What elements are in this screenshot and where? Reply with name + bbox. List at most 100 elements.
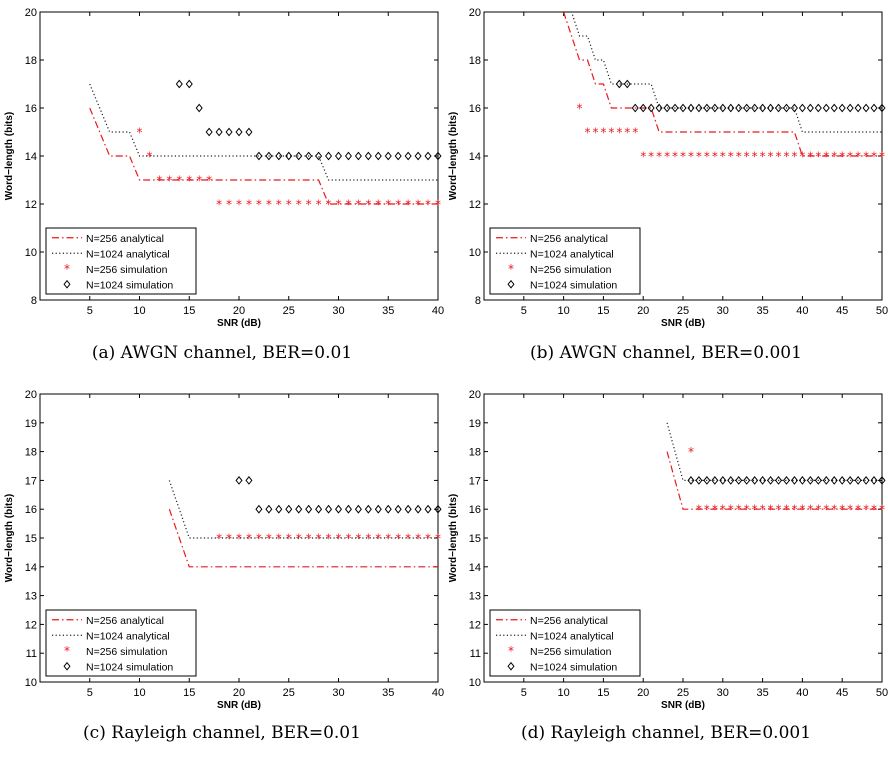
legend-swatch <box>63 661 71 671</box>
series-asterisk: ** * * * * * * * * * * * * * * * * * * * * * * * <box>688 445 885 517</box>
y-tick-label: 16 <box>469 504 481 516</box>
data-point: * <box>815 149 821 163</box>
data-point <box>695 103 703 113</box>
data-point <box>751 103 759 113</box>
series-asterisk: *** * * * * ** * * * * * * * * * * * * * * * * * * * * * * <box>137 125 442 211</box>
data-point: * <box>664 149 670 163</box>
data-point: * <box>577 101 583 115</box>
series-dashdot <box>89 107 438 205</box>
x-tick-label: 5 <box>87 305 93 317</box>
data-point <box>615 79 623 89</box>
x-axis-label: SNR (dB) <box>661 318 705 329</box>
x-tick-label: 10 <box>557 305 569 317</box>
series-dashdot <box>168 509 438 568</box>
data-point <box>404 504 412 514</box>
data-point <box>334 504 343 514</box>
data-point: * <box>855 503 861 517</box>
series-line-dotted <box>666 422 882 481</box>
data-point <box>838 103 846 113</box>
y-tick-label: 18 <box>25 55 37 67</box>
chart-panel-c: 10 11 12 13 14 15 16 17 18 19 20 5 10 15 20 25 30 35 40 SNR… <box>0 382 444 763</box>
legend-swatch <box>63 279 71 289</box>
data-point <box>195 103 203 113</box>
data-point: * <box>375 197 381 211</box>
data-point <box>344 504 352 514</box>
data-point: * <box>385 531 391 545</box>
data-point <box>647 103 655 113</box>
data-point <box>711 103 719 113</box>
legend-swatch: * <box>508 644 514 658</box>
data-point <box>374 151 382 161</box>
data-point <box>838 475 846 485</box>
data-point <box>185 79 193 89</box>
data-point: * <box>879 149 885 163</box>
data-point <box>687 103 695 113</box>
data-point: * <box>276 531 282 545</box>
series-diamond <box>615 79 886 113</box>
data-point: * <box>296 197 302 211</box>
data-point: * <box>296 531 302 545</box>
legend-entry: N=1024 analytical <box>530 630 614 642</box>
legend-entry: N=1024 analytical <box>530 248 614 260</box>
legend-entry: N=256 simulation <box>86 646 168 658</box>
legend: N=256 analytical N=1024 analytical * N=256 … <box>45 227 197 295</box>
legend-entry: N=256 simulation <box>86 264 168 276</box>
data-point: * <box>815 503 821 517</box>
data-point: * <box>871 149 877 163</box>
x-tick-label: 25 <box>283 687 295 699</box>
data-point <box>305 504 313 514</box>
legend: N=256 analytical N=1024 analytical * N=256 … <box>489 609 641 677</box>
data-point <box>285 504 293 514</box>
data-point: * <box>839 149 845 163</box>
y-tick-label: 17 <box>25 475 37 487</box>
data-point: * <box>336 197 342 211</box>
x-tick-label: 35 <box>756 687 768 699</box>
y-tick-label: 16 <box>25 103 37 115</box>
y-tick-label: 18 <box>25 447 37 459</box>
x-tick-label: 10 <box>133 687 145 699</box>
data-point <box>711 475 719 485</box>
data-point: * <box>306 197 312 211</box>
data-point: * <box>744 503 750 517</box>
legend-entry: N=256 analytical <box>86 615 164 627</box>
data-point: * <box>592 125 598 139</box>
data-point <box>703 103 711 113</box>
data-point: * <box>375 531 381 545</box>
x-tick-label: 5 <box>87 687 93 699</box>
data-point <box>325 504 333 514</box>
data-point: * <box>712 149 718 163</box>
data-point <box>830 475 838 485</box>
data-point: * <box>736 503 742 517</box>
series-diamond <box>235 475 442 514</box>
caption-b: (b) AWGN channel, BER=0.001 <box>530 343 802 363</box>
data-point: * <box>286 197 292 211</box>
data-point <box>235 475 243 485</box>
data-point <box>295 151 303 161</box>
data-point <box>727 103 735 113</box>
data-point <box>175 79 183 89</box>
y-tick-label: 20 <box>25 389 37 401</box>
data-point: * <box>760 149 766 163</box>
data-point: * <box>196 173 202 187</box>
data-point: * <box>206 173 212 187</box>
x-tick-label: 40 <box>432 687 444 699</box>
data-point <box>325 151 333 161</box>
y-tick-label: 15 <box>469 533 481 545</box>
y-tick-label: 12 <box>469 199 481 211</box>
data-point: * <box>345 531 351 545</box>
x-tick-label: 20 <box>637 687 649 699</box>
caption-d: (d) Rayleigh channel, BER=0.001 <box>520 723 812 743</box>
caption-a: (a) AWGN channel, BER=0.01 <box>91 343 353 363</box>
legend-entry: N=256 analytical <box>86 233 164 245</box>
y-tick-label: 8 <box>31 295 37 307</box>
data-point <box>245 475 253 485</box>
x-tick-label: 5 <box>521 305 527 317</box>
y-tick-label: 8 <box>475 295 481 307</box>
series-dashdot <box>563 11 882 157</box>
data-point <box>782 475 791 485</box>
legend-swatch <box>507 279 515 289</box>
data-point <box>751 475 759 485</box>
data-point: * <box>600 125 606 139</box>
data-point: * <box>728 503 734 517</box>
x-axis-label: SNR (dB) <box>661 700 705 711</box>
